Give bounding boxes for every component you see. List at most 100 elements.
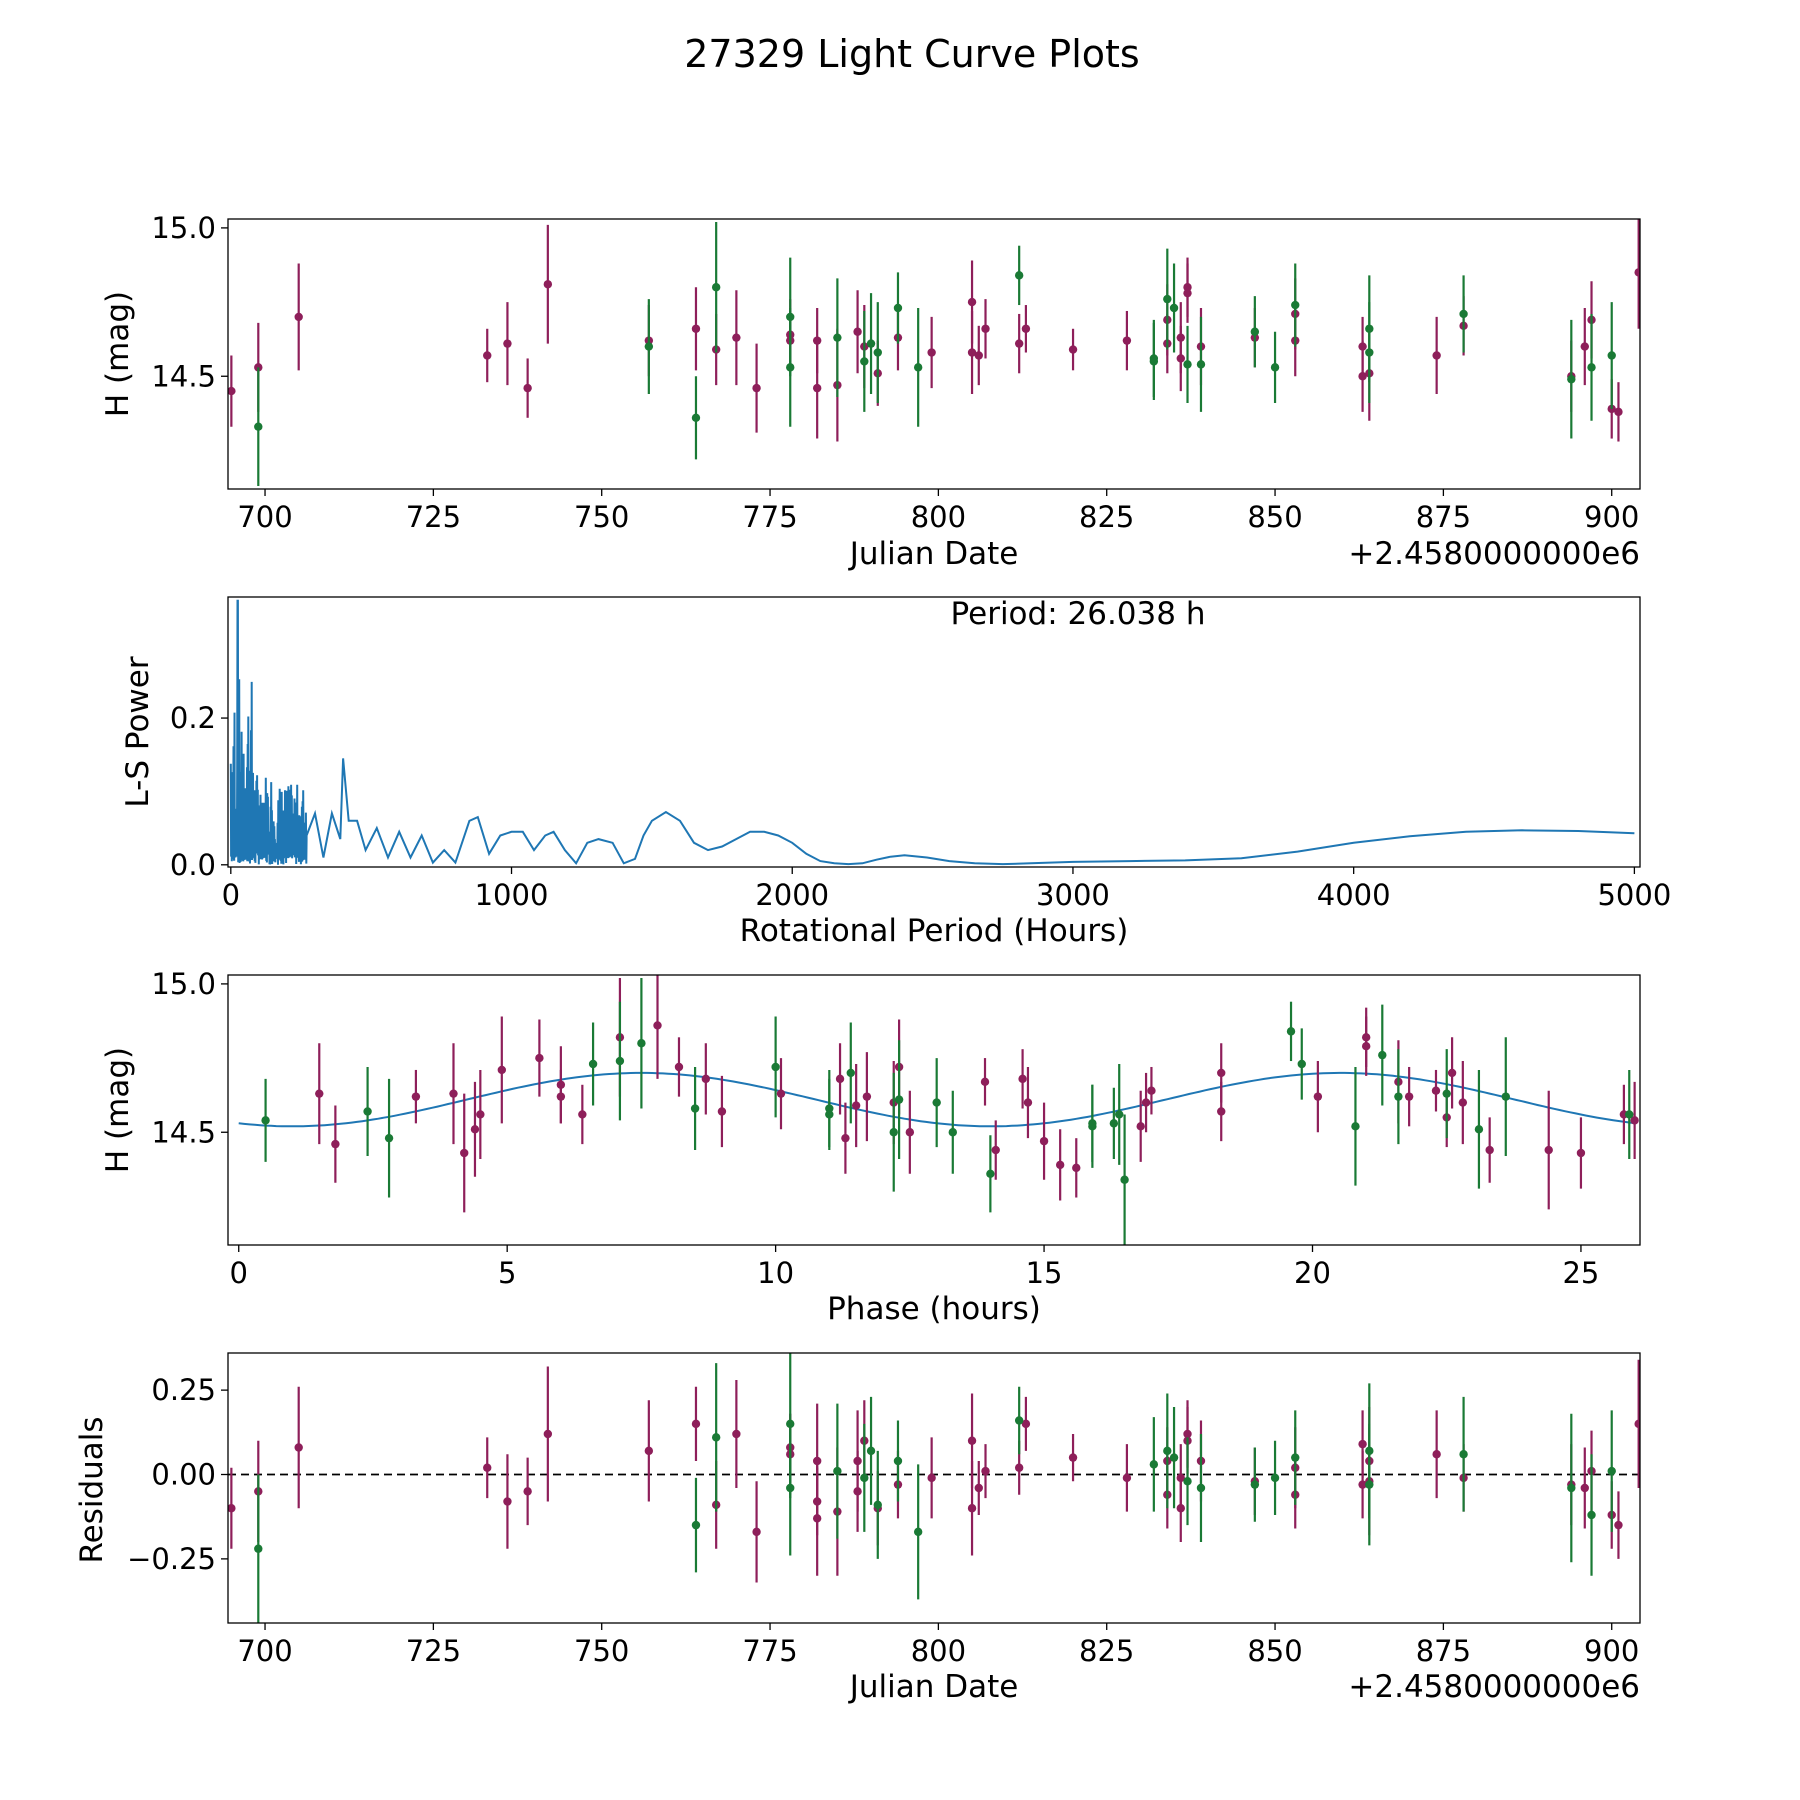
phased-point [1039, 1136, 1049, 1146]
periodogram-xlabel: Rotational Period (Hours) [740, 913, 1129, 949]
phased-point [851, 1101, 861, 1110]
phased-point [846, 1068, 855, 1078]
residuals-point [711, 1433, 721, 1442]
phased-point [889, 1128, 898, 1137]
residuals-ytick-label: 0.25 [151, 1373, 216, 1407]
phased-point [1431, 1086, 1441, 1095]
phased-point [776, 1089, 786, 1098]
residuals-point [1149, 1460, 1159, 1469]
phased-point [1394, 1092, 1403, 1101]
residuals-xtick-label: 750 [574, 1634, 629, 1668]
residuals-point [1068, 1453, 1078, 1462]
phased-point [1120, 1175, 1129, 1184]
residuals-point [732, 1429, 741, 1439]
residuals-point [1169, 1453, 1179, 1462]
lightcurve-point [523, 383, 532, 393]
phased-point [862, 1092, 872, 1101]
residuals-point [1365, 1480, 1374, 1489]
phased-point [1072, 1163, 1081, 1173]
period-annotation: Period: 26.038 h [951, 596, 1206, 632]
lightcurve-point [1580, 342, 1589, 351]
lightcurve-point [1176, 354, 1185, 363]
residuals-point [927, 1473, 936, 1483]
phased-point [535, 1053, 544, 1063]
phased-point [1023, 1098, 1033, 1107]
phased-point [1018, 1074, 1027, 1084]
lightcurve-point [711, 283, 721, 292]
residuals-point [254, 1544, 263, 1553]
residuals-point [1176, 1504, 1185, 1513]
phased-point [615, 1056, 625, 1066]
lightcurve-point [1183, 288, 1192, 298]
phased-point [825, 1110, 834, 1119]
phased-point [1442, 1089, 1451, 1098]
phased-point [1351, 1122, 1360, 1131]
phased-point [980, 1077, 990, 1087]
lightcurve-frame [227, 218, 1641, 490]
phased-point [653, 1021, 662, 1030]
phased-xtick-label: 25 [1562, 1256, 1599, 1290]
residuals-xtick-label: 825 [1079, 1634, 1134, 1668]
phased-point [1313, 1092, 1323, 1101]
phased-point [1474, 1125, 1484, 1134]
residuals-point [1250, 1480, 1260, 1489]
lightcurve-point [1014, 271, 1024, 280]
residuals-offset-text: +2.4580000000e6 [1348, 1669, 1640, 1705]
residuals-xtick-label: 875 [1416, 1634, 1471, 1668]
lightcurve-ylabel: H (mag) [100, 291, 136, 417]
lightcurve-point [254, 422, 263, 431]
lightcurve-point [967, 348, 977, 357]
residuals-point [967, 1436, 977, 1445]
residuals-point [1607, 1466, 1616, 1476]
residuals-xtick-label: 775 [742, 1634, 797, 1668]
phased-point [1297, 1059, 1306, 1069]
residuals-xtick-label: 725 [406, 1634, 461, 1668]
residuals-xlabel: Julian Date [848, 1669, 1019, 1705]
residuals-ytick-label: 0.00 [151, 1458, 216, 1492]
lightcurve-point [974, 351, 983, 360]
phased-point [1361, 1033, 1371, 1042]
lightcurve-ytick-label: 15.0 [151, 211, 216, 245]
lightcurve-offset-text: +2.4580000000e6 [1348, 536, 1640, 572]
phased-point [1404, 1092, 1414, 1101]
residuals-point [1567, 1483, 1576, 1493]
residuals-point [1459, 1450, 1468, 1459]
lightcurve-point [644, 342, 654, 351]
residuals-point [873, 1500, 882, 1510]
lightcurve-xtick-label: 700 [237, 500, 292, 534]
phased-axes: 0 5 10 15 20 25 15.0 14.5 [151, 967, 1599, 1290]
residuals-point [523, 1487, 532, 1496]
lightcurve-xtick-label: 850 [1247, 500, 1302, 534]
phased-point [674, 1062, 684, 1072]
phased-point [331, 1139, 340, 1149]
residuals-point [1358, 1480, 1367, 1489]
lightcurve-point [1634, 268, 1640, 277]
phased-point [261, 1116, 270, 1125]
residuals-frame [227, 1352, 1641, 1624]
panel-phased: 0 5 10 15 20 25 15.0 14.5 Phase (hours) H (mag) [100, 967, 1641, 1327]
phased-point [411, 1092, 421, 1101]
phased-xlabel: Phase (hours) [827, 1291, 1041, 1327]
lightcurve-point [893, 303, 903, 313]
phased-point [986, 1169, 995, 1178]
residuals-point [1358, 1439, 1367, 1449]
periodogram-xtick-label: 0 [222, 878, 240, 912]
periodogram-xtick-label: 4000 [1317, 878, 1391, 912]
residuals-marks [228, 1353, 1640, 1623]
phased-ylabel: H (mag) [100, 1047, 136, 1173]
residuals-point [913, 1527, 923, 1537]
phased-point [1109, 1119, 1119, 1128]
phased-ytick-label: 14.5 [151, 1115, 216, 1149]
figure-title: 27329 Light Curve Plots [684, 32, 1139, 76]
lightcurve-point [967, 297, 977, 307]
residuals-point [228, 1504, 236, 1513]
lightcurve-point [853, 327, 862, 336]
phased-point [701, 1074, 711, 1084]
residuals-point [543, 1429, 553, 1439]
lightcurve-point [1250, 327, 1260, 336]
phased-point [470, 1125, 480, 1134]
residuals-point [1021, 1419, 1031, 1429]
phased-point [1501, 1092, 1510, 1101]
panel-residuals: 700 725 750 775 800 825 850 875 900 0.25 0.00 −0.25… [74, 1352, 1641, 1705]
